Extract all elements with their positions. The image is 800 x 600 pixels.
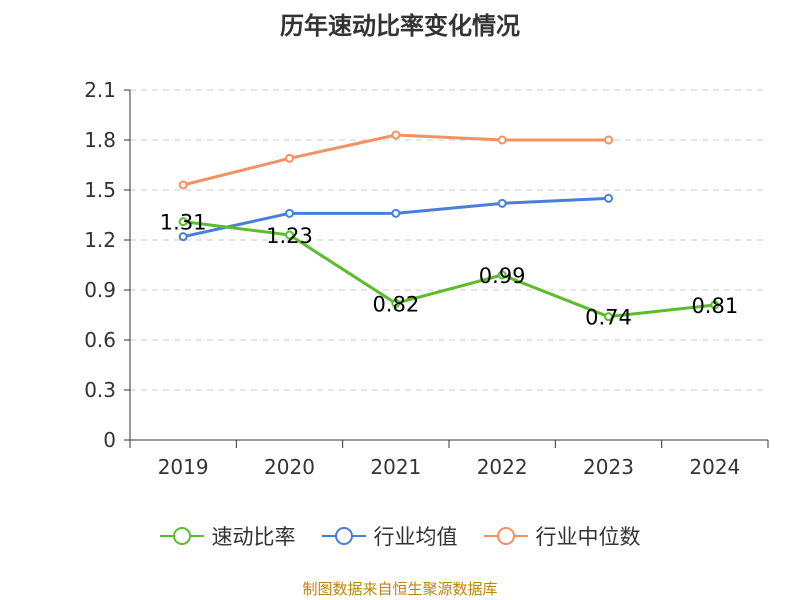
data-label: 0.82 xyxy=(372,292,419,316)
legend-item-industry-mean[interactable]: 行业均值 xyxy=(321,521,458,551)
series-line-2 xyxy=(182,133,609,187)
chart-title: 历年速动比率变化情况 xyxy=(280,12,520,40)
data-point[interactable] xyxy=(497,270,507,280)
data-point[interactable] xyxy=(391,298,401,308)
x-tick-label: 2023 xyxy=(583,455,634,479)
legend: 速动比率 行业均值 行业中位数 xyxy=(0,520,800,552)
legend-swatch-quick-ratio xyxy=(159,527,204,545)
legend-item-quick-ratio[interactable]: 速动比率 xyxy=(159,521,296,551)
data-point[interactable] xyxy=(604,135,613,145)
data-labels: 1.31 1.23 0.82 0.99 0.74 0.81 xyxy=(160,211,738,330)
y-tick-label: 1.5 xyxy=(84,178,116,202)
data-point[interactable] xyxy=(710,300,720,310)
data-point[interactable] xyxy=(178,217,188,227)
y-tick-label: 1.2 xyxy=(84,228,116,252)
y-tick-label: 0 xyxy=(103,428,116,452)
data-source-note: 制图数据来自恒生聚源数据库 xyxy=(302,580,498,598)
x-tick-label: 2019 xyxy=(158,455,209,479)
y-tick-label: 0.6 xyxy=(84,328,116,352)
data-point[interactable] xyxy=(178,232,188,242)
y-tick-label: 1.8 xyxy=(84,128,116,152)
y-tick-label: 2.1 xyxy=(84,78,116,102)
data-point[interactable] xyxy=(604,312,613,322)
x-tick-label: 2024 xyxy=(689,455,740,479)
data-label: 0.81 xyxy=(691,294,738,318)
data-label: 0.74 xyxy=(585,306,632,330)
gridlines xyxy=(130,89,768,391)
x-tick-label: 2022 xyxy=(477,455,528,479)
data-label: 1.31 xyxy=(160,211,207,235)
data-point[interactable] xyxy=(285,230,294,240)
y-tick-label: 0.3 xyxy=(84,378,116,402)
legend-swatch-industry-median xyxy=(483,527,528,545)
data-point[interactable] xyxy=(604,193,613,203)
data-label: 1.23 xyxy=(266,224,313,248)
data-point[interactable] xyxy=(497,198,507,208)
series xyxy=(178,130,720,322)
legend-swatch-industry-mean xyxy=(321,527,366,545)
legend-item-industry-median[interactable]: 行业中位数 xyxy=(483,521,641,551)
x-tick-label: 2020 xyxy=(264,455,315,479)
y-tick-label: 0.9 xyxy=(84,278,116,302)
data-point[interactable] xyxy=(391,208,401,218)
data-point[interactable] xyxy=(178,180,188,190)
series-line-0 xyxy=(182,220,715,319)
x-tick-label: 2021 xyxy=(370,455,421,479)
legend-label-industry-median: 行业中位数 xyxy=(535,525,641,549)
data-point[interactable] xyxy=(285,153,294,163)
legend-label-industry-mean: 行业均值 xyxy=(373,525,458,549)
data-point[interactable] xyxy=(285,208,294,218)
axes: 0 0.3 0.6 0.9 1.2 1.5 1.8 2.1 2019 2020 2021 2022 20… xyxy=(84,78,769,479)
data-point[interactable] xyxy=(497,135,507,145)
data-point[interactable] xyxy=(391,130,401,140)
legend-label-quick-ratio: 速动比率 xyxy=(211,525,296,549)
data-label: 0.99 xyxy=(479,264,526,288)
